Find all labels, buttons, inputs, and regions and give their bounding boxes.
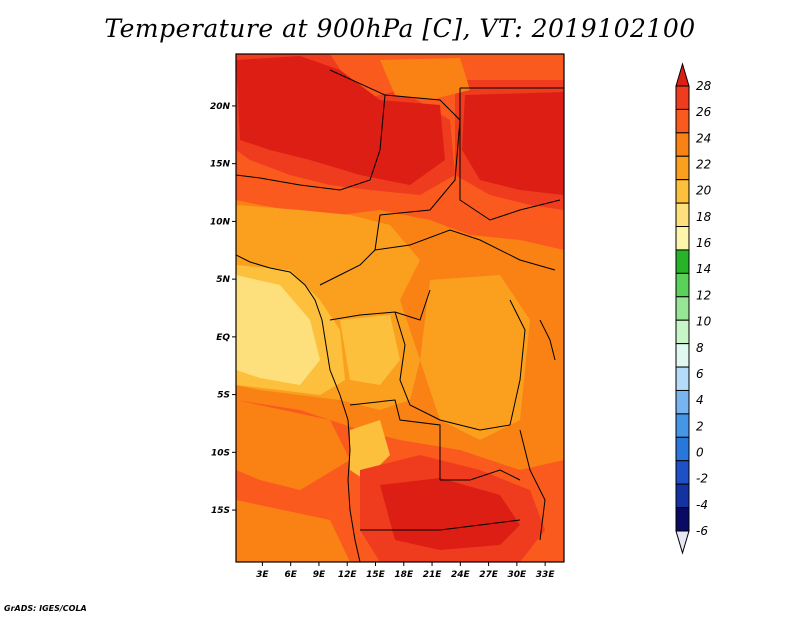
border-lakes: [509, 299, 526, 426]
lat-label: 5S: [217, 391, 230, 401]
field-coast-16: [236, 275, 320, 385]
border-angola: [349, 399, 441, 480]
field-congo-18: [340, 315, 400, 385]
colorbar-swatch: [675, 413, 690, 438]
colorbar-label: 24: [696, 131, 711, 145]
colorbar-label: 16: [696, 236, 712, 250]
colorbar-label: 4: [696, 393, 704, 407]
field-east-20: [420, 275, 530, 440]
field-southwest-22: [236, 500, 350, 562]
border-mozambique: [519, 429, 546, 541]
colorbar-swatch: [675, 343, 690, 368]
colorbar-swatch: [675, 389, 690, 415]
colorbar-label: 0: [696, 445, 704, 459]
colorbar-label: 22: [696, 158, 711, 172]
colorbar-label: 10: [696, 315, 712, 329]
colorbar-swatch: [675, 296, 690, 321]
colorbar-min-triangle: [675, 530, 690, 555]
lat-label: 5N: [216, 275, 230, 285]
lon-label: 6E: [284, 570, 297, 580]
lat-label: 10S: [211, 448, 230, 458]
field-sudan-core: [462, 92, 564, 195]
colorbar-label: -6: [696, 524, 708, 538]
colorbar-label: 20: [696, 184, 712, 198]
border-cameroon: [319, 214, 381, 286]
lat-label: EQ: [216, 333, 230, 343]
lat-label: 15N: [210, 160, 231, 170]
colorbar-label: 14: [696, 262, 711, 276]
border-namibia: [360, 519, 521, 531]
colorbar-swatch: [675, 319, 690, 345]
colorbar-swatch: [675, 272, 690, 298]
lon-label: 30E: [508, 570, 528, 580]
border-drc: [394, 311, 511, 431]
colorbar-swatch: [675, 85, 690, 110]
lat-label: 20N: [210, 102, 231, 112]
colorbar-label: 28: [696, 79, 712, 93]
coastline: [236, 254, 361, 562]
lon-label: 18E: [394, 570, 414, 580]
lon-label: 24E: [451, 570, 471, 580]
colorbar-swatch: [675, 179, 690, 204]
field-angola-22: [236, 400, 350, 490]
lon-label: 21E: [423, 570, 443, 580]
colorbar-swatch: [675, 366, 690, 391]
colorbar-swatch: [675, 436, 690, 462]
border-niger: [236, 69, 386, 191]
field-tibesti: [380, 58, 470, 100]
colorbar-swatch: [675, 507, 690, 532]
colorbar-swatch: [675, 460, 690, 485]
colorbar-label: 26: [696, 105, 712, 119]
colorbar-swatch: [675, 226, 690, 251]
colorbar-swatch: [675, 483, 690, 509]
lat-label: 15S: [211, 506, 230, 516]
colorbar-swatch: [675, 202, 690, 228]
borders: [236, 69, 564, 562]
lon-label: 15E: [366, 570, 386, 580]
colorbar-label: 18: [696, 210, 712, 224]
chart-title: Temperature at 900hPa [C], VT: 201910210…: [104, 14, 696, 43]
colorbar-swatch: [675, 155, 690, 181]
colorbar-max-triangle: [675, 62, 690, 87]
field-kalahari-core: [380, 478, 520, 550]
border-zambia: [440, 469, 521, 481]
border-victoria: [539, 319, 556, 361]
lon-label: 12E: [338, 570, 358, 580]
map-axes: 20N 15N 10N 5N EQ 5S 10S 15S 3E 6E 9E 12E 15E 18E 21E 2…: [210, 102, 555, 580]
colorbar-label: 12: [696, 288, 711, 302]
colorbar-swatch: [675, 249, 690, 274]
map-frame: [235, 53, 565, 563]
colorbar-swatch: [675, 132, 690, 157]
temperature-field: [236, 54, 564, 562]
colorbar-label: 8: [696, 341, 704, 355]
border-chad: [379, 94, 461, 216]
lon-label: 27E: [479, 570, 499, 580]
colorbar-label: -4: [696, 498, 708, 512]
lat-label: 10N: [210, 217, 231, 227]
lon-label: 3E: [256, 570, 269, 580]
colorbar-swatch: [675, 108, 690, 134]
colorbar-label: 6: [696, 367, 704, 381]
lon-label: 9E: [313, 570, 326, 580]
field-sahara-core: [236, 56, 445, 185]
border-sudan: [459, 88, 561, 221]
lon-label: 33E: [536, 570, 556, 580]
colorbar-label: 2: [696, 419, 704, 433]
colorbar-label: -2: [696, 472, 708, 486]
border-car: [374, 229, 556, 271]
credit-label: GrADS: IGES/COLA: [4, 604, 87, 613]
